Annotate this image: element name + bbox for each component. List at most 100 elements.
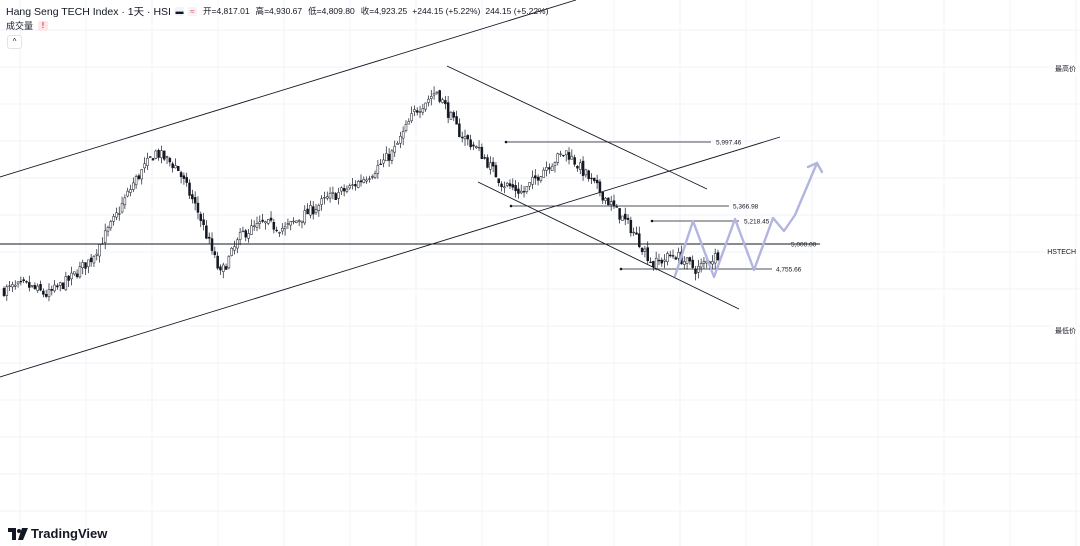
candle — [134, 174, 138, 189]
candle — [28, 275, 31, 292]
candle — [382, 153, 385, 168]
candle — [207, 232, 211, 244]
candle — [272, 218, 276, 234]
candle — [683, 256, 686, 270]
candle — [123, 194, 127, 209]
candle — [92, 254, 96, 268]
level-anchor-5997[interactable] — [504, 140, 508, 144]
candle — [494, 162, 498, 178]
candle — [691, 255, 694, 270]
ohlc-high: 高=4,930.67 — [255, 6, 303, 16]
candle — [548, 163, 551, 174]
candle — [219, 264, 222, 275]
candle — [595, 174, 599, 189]
candle — [64, 271, 68, 291]
candle — [587, 169, 590, 182]
candle — [469, 134, 472, 150]
descending-trendline-upper[interactable] — [446, 65, 708, 190]
candle — [466, 134, 470, 146]
candle — [449, 111, 453, 120]
candle — [522, 185, 526, 198]
candle — [177, 165, 180, 172]
minus-icon[interactable]: ▬ — [174, 6, 184, 16]
ohlc-open: 开=4,817.01 — [202, 6, 250, 16]
candle — [401, 126, 405, 146]
candle — [480, 143, 484, 160]
candle — [106, 225, 110, 237]
candle — [101, 237, 104, 245]
candle — [160, 145, 163, 164]
candle — [56, 283, 59, 290]
upper-channel-line[interactable] — [0, 0, 577, 178]
candle — [654, 251, 658, 271]
candle — [407, 118, 411, 125]
candle — [13, 280, 17, 290]
chevron-up-icon[interactable]: ^ — [7, 35, 22, 49]
candle — [16, 281, 20, 288]
projection-path[interactable] — [673, 161, 819, 279]
candle — [716, 249, 720, 262]
approx-icon[interactable]: ≈ — [187, 6, 197, 16]
candle — [598, 179, 602, 197]
candle — [255, 216, 259, 232]
candle — [674, 255, 678, 260]
candle — [688, 256, 692, 265]
candle — [415, 107, 419, 116]
candle — [140, 169, 143, 185]
candle — [303, 205, 307, 226]
candle — [89, 253, 93, 267]
candle — [224, 263, 228, 270]
level-anchor-5366[interactable] — [509, 204, 513, 208]
level-anchor-4755[interactable] — [619, 267, 623, 271]
candle — [668, 250, 672, 258]
candle — [452, 110, 456, 122]
candle — [430, 90, 433, 106]
candle — [73, 271, 76, 276]
candle — [505, 181, 509, 188]
candle — [331, 186, 335, 200]
candle — [525, 186, 529, 194]
candle — [334, 192, 337, 200]
candle — [559, 150, 562, 157]
candle — [95, 249, 99, 261]
candle — [238, 227, 242, 246]
candle — [11, 281, 14, 292]
candle — [168, 156, 172, 167]
descending-trendline-lower[interactable] — [477, 181, 740, 310]
candle — [562, 154, 565, 157]
candle — [19, 276, 23, 286]
lower-channel-line[interactable] — [0, 136, 781, 378]
candle — [53, 279, 56, 293]
candle — [188, 179, 191, 199]
candle — [649, 257, 652, 264]
candle — [241, 226, 245, 233]
candle — [326, 191, 329, 201]
candle — [345, 185, 349, 194]
candle — [579, 159, 582, 175]
candle — [387, 148, 391, 167]
level-anchor-5218[interactable] — [650, 219, 654, 223]
candle — [660, 257, 664, 267]
candle — [519, 184, 523, 195]
candle — [404, 120, 408, 133]
candle — [460, 131, 464, 143]
volume-label[interactable]: 成交量 — [6, 21, 34, 31]
candle — [81, 259, 84, 275]
candle — [112, 213, 115, 226]
warning-icon[interactable]: ! — [38, 20, 49, 31]
candle — [337, 187, 340, 205]
tradingview-logo[interactable]: TradingView — [8, 526, 107, 541]
candle — [635, 226, 638, 235]
candle — [202, 212, 205, 231]
candle — [261, 213, 264, 223]
candle — [87, 259, 90, 274]
candle — [528, 182, 531, 191]
candle — [607, 197, 610, 206]
candle — [348, 183, 352, 190]
axis-low-label: 最低价 — [1053, 325, 1078, 337]
candle — [78, 261, 82, 279]
symbol-title[interactable]: Hang Seng TECH Index · 1天 · HSI — [6, 5, 171, 18]
level-label-5000: 5,000.00 — [791, 242, 817, 249]
candle — [567, 147, 571, 165]
